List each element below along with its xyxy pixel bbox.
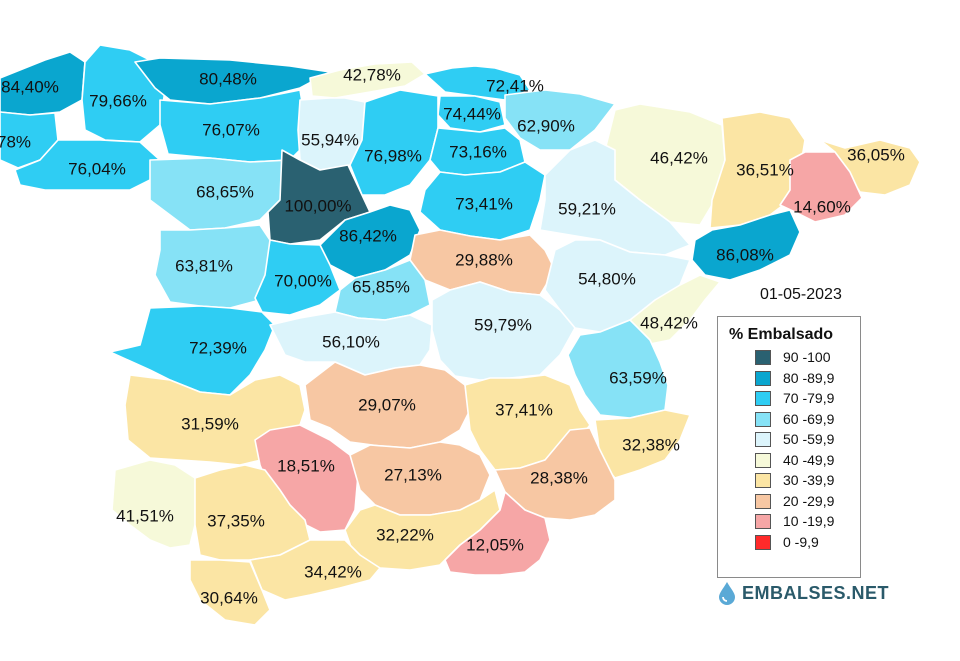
region-label-barcelona: 86,08%	[716, 245, 774, 264]
legend-label: 50 -59,9	[783, 431, 835, 447]
region-ciudad-real[interactable]	[304, 361, 471, 449]
region-label-asturias: 80,48%	[199, 69, 257, 88]
region-cadiz[interactable]	[189, 559, 271, 626]
region-zaragoza[interactable]	[539, 139, 691, 256]
region-burgos-north[interactable]	[437, 95, 506, 133]
region-label-cordoba: 18,51%	[277, 456, 335, 475]
legend-label: 60 -69,9	[783, 410, 835, 427]
legend-title: % Embalsado	[729, 326, 834, 343]
region-label-valencia: 63,59%	[609, 368, 667, 387]
region-label-cadiz: 30,64%	[200, 588, 258, 607]
legend-label: 80 -89,9	[783, 369, 835, 386]
region-label-burgos: 76,98%	[364, 146, 422, 165]
legend-swatch	[755, 370, 771, 386]
region-label-huelva: 41,51%	[116, 506, 174, 525]
region-label-lleida: 14,60%	[793, 197, 851, 216]
legend-swatch	[755, 411, 771, 427]
legend-label: 10 -19,9	[783, 513, 835, 529]
region-label-murcia: 28,38%	[530, 468, 588, 487]
region-la-rioja[interactable]	[504, 89, 616, 151]
region-label-zamora: 68,65%	[196, 182, 254, 201]
legend-label: 0 -9,9	[783, 533, 819, 550]
region-label-badajoz: 31,59%	[181, 414, 239, 433]
region-label-alava: 72,41%	[486, 76, 544, 95]
region-label-lugo: 79,66%	[89, 91, 147, 110]
legend-label: 90 -100	[783, 349, 831, 365]
region-barcelona[interactable]	[691, 209, 801, 281]
region-label-girona: 36,05%	[847, 145, 905, 164]
region-label-segovia: 86,42%	[339, 226, 397, 245]
region-label-jaen: 27,13%	[384, 465, 442, 484]
region-alava[interactable]	[424, 65, 531, 101]
region-avila[interactable]	[254, 239, 341, 316]
region-label-guadalajara: 29,88%	[455, 250, 513, 269]
region-granada[interactable]	[344, 489, 501, 571]
legend-swatch	[755, 493, 771, 509]
region-soria[interactable]	[419, 161, 546, 241]
region-sevilla[interactable]	[194, 464, 311, 561]
legend-label: 30 -39,9	[783, 472, 835, 488]
region-cantabria[interactable]	[309, 61, 426, 99]
region-label-toledo: 56,10%	[322, 332, 380, 351]
region-label-salamanca: 63,81%	[175, 256, 233, 275]
region-almeria[interactable]	[444, 491, 551, 576]
legend-swatch	[755, 391, 771, 406]
region-label-zaragoza: 59,21%	[558, 199, 616, 218]
region-label-alicante: 32,38%	[622, 435, 680, 454]
region-caceres[interactable]	[109, 305, 276, 396]
region-label-sevilla: 37,35%	[207, 511, 265, 530]
region-huelva[interactable]	[111, 459, 201, 549]
region-label-a-coruna-partial: 78%	[0, 132, 31, 151]
brand-text: EMBALSES.NET	[742, 583, 890, 603]
legend-swatch	[755, 473, 771, 488]
region-burgos[interactable]	[349, 89, 439, 196]
region-label-leon: 76,07%	[202, 120, 260, 139]
legend-swatch	[755, 452, 771, 468]
region-asturias[interactable]	[134, 57, 331, 105]
region-label-ourense: 76,04%	[68, 159, 126, 178]
region-label-soria-north: 73,16%	[449, 142, 507, 161]
legend-swatch	[755, 514, 771, 529]
region-label-burgos-north: 74,44%	[443, 104, 501, 123]
region-label-huesca: 36,51%	[736, 160, 794, 179]
region-label-cuenca: 59,79%	[474, 315, 532, 334]
region-label-malaga: 34,42%	[304, 562, 362, 581]
legend-label: 70 -79,9	[783, 390, 835, 406]
region-label-almeria: 12,05%	[466, 535, 524, 554]
water-drop-icon	[719, 582, 735, 605]
legend-swatch	[755, 534, 771, 550]
region-label-albacete: 37,41%	[495, 400, 553, 419]
region-label-caceres: 72,39%	[189, 338, 247, 357]
region-label-palencia: 55,94%	[301, 130, 359, 149]
region-label-la-rioja: 62,90%	[517, 116, 575, 135]
map-date: 01-05-2023	[760, 286, 842, 303]
region-label-lugo-coast-west: 84,40%	[1, 77, 59, 96]
region-huesca[interactable]	[709, 111, 806, 229]
region-label-cantabria: 42,78%	[343, 65, 401, 84]
region-label-tarragona: 48,42%	[640, 313, 698, 332]
region-label-madrid: 65,85%	[352, 277, 410, 296]
region-toledo[interactable]	[269, 311, 433, 376]
region-label-teruel: 54,80%	[578, 269, 636, 288]
legend-swatch	[755, 432, 771, 447]
legend-label: 40 -49,9	[783, 451, 835, 468]
region-cuenca[interactable]	[431, 281, 576, 381]
region-label-granada: 32,22%	[376, 525, 434, 544]
region-leon[interactable]	[159, 89, 306, 163]
legend-label: 20 -29,9	[783, 492, 835, 509]
region-label-ciudad-real: 29,07%	[358, 395, 416, 414]
region-label-navarra: 46,42%	[650, 148, 708, 167]
legend: % Embalsado 90 -100 80 -89,9 70 -79,9 60 -6…	[717, 316, 861, 578]
region-label-soria: 73,41%	[455, 194, 513, 213]
region-label-valladolid: 100,00%	[284, 196, 351, 215]
region-malaga[interactable]	[249, 539, 381, 601]
region-label-avila: 70,00%	[274, 271, 332, 290]
region-lleida[interactable]	[779, 151, 863, 223]
legend-swatch	[755, 350, 771, 365]
